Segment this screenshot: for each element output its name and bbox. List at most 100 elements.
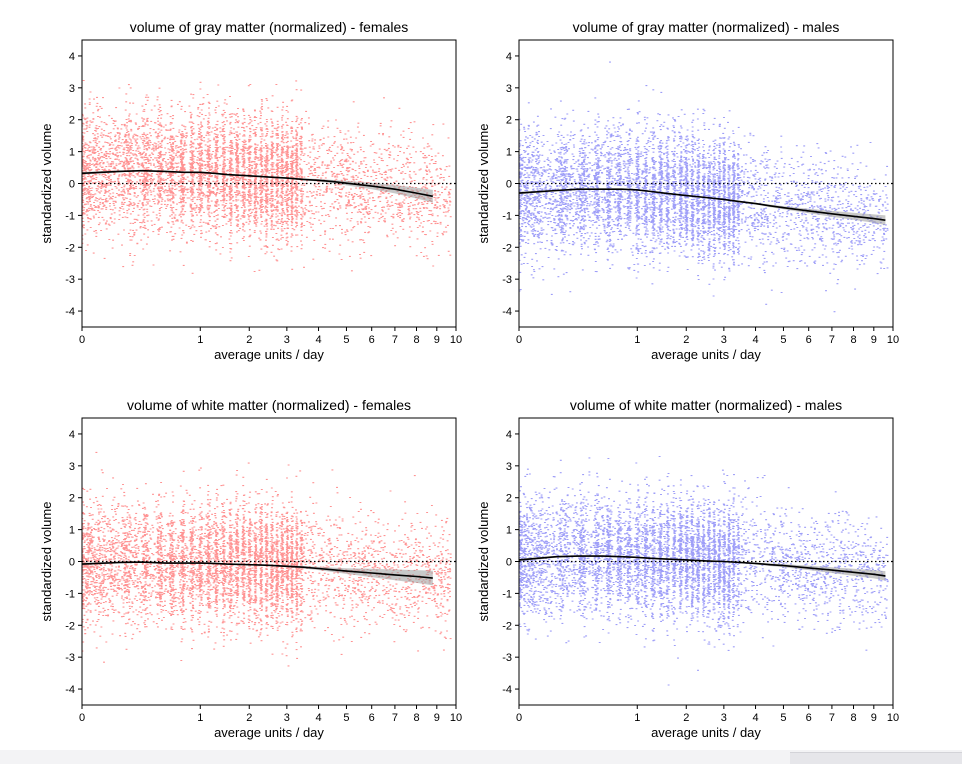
x-tick-label: 7	[392, 334, 398, 346]
x-tick-label: 10	[887, 334, 899, 346]
scatter-point	[519, 61, 889, 313]
y-axis-label: standardized volume	[476, 124, 491, 244]
y-tick-label: 3	[69, 461, 75, 473]
x-tick-label: 0	[79, 712, 85, 724]
y-tick-label: 2	[69, 115, 75, 127]
y-tick-label: -4	[502, 684, 512, 696]
y-tick-label: 1	[69, 147, 75, 159]
scatter-points	[82, 451, 452, 667]
panel-4: -4 -3 -2 -1 0 1 2 3 4 0 1 2 3 4 5 6 7 8 9 10 volume of white…	[476, 397, 899, 740]
y-tick-label: 2	[69, 493, 75, 505]
y-tick-label: 0	[69, 557, 75, 569]
y-tick-label: -2	[502, 242, 512, 254]
x-tick-label: 7	[829, 712, 835, 724]
y-tick-label: 3	[506, 83, 512, 95]
x-axis-label: average units / day	[651, 347, 761, 362]
y-tick-label: 4	[69, 51, 75, 63]
x-tick-label: 5	[343, 712, 349, 724]
y-tick-label: -3	[65, 274, 75, 286]
x-tick-label: 8	[413, 334, 419, 346]
x-tick-label: 1	[197, 712, 203, 724]
x-tick-label: 10	[450, 334, 462, 346]
x-tick-label: 0	[79, 334, 85, 346]
y-tick-label: -1	[65, 210, 75, 222]
y-tick-label: 0	[69, 179, 75, 191]
y-tick-label: 3	[69, 83, 75, 95]
x-tick-label: 1	[197, 334, 203, 346]
y-axis-label: standardized volume	[476, 502, 491, 622]
x-axis-label: average units / day	[651, 725, 761, 740]
x-tick-label: 2	[246, 334, 252, 346]
y-tick-label: -4	[65, 306, 75, 318]
y-tick-label: 0	[506, 557, 512, 569]
x-tick-label: 7	[829, 334, 835, 346]
x-tick-label: 3	[721, 334, 727, 346]
y-axis-label: standardized volume	[39, 502, 54, 622]
scatter-points	[82, 79, 452, 274]
y-tick-label: 3	[506, 461, 512, 473]
confidence-band	[82, 561, 433, 586]
chart-title: volume of gray matter (normalized) - mal…	[573, 19, 840, 35]
x-tick-label: 10	[887, 712, 899, 724]
x-tick-label: 9	[871, 334, 877, 346]
panel-1: -4 -3 -2 -1 0 1 2 3 4 0 1 2 3 4 5 6 7 8 9 10 volume of gray …	[39, 19, 462, 362]
x-tick-label: 6	[369, 334, 375, 346]
x-tick-label: 6	[369, 712, 375, 724]
y-tick-label: -4	[502, 306, 512, 318]
panel-2: -4 -3 -2 -1 0 1 2 3 4 0 1 2 3 4 5 6 7 8 9 10 volume of gray …	[476, 19, 899, 362]
x-tick-label: 4	[315, 712, 321, 724]
x-tick-label: 5	[343, 334, 349, 346]
y-tick-label: -1	[65, 588, 75, 600]
y-tick-label: 1	[506, 147, 512, 159]
y-tick-label: 1	[506, 525, 512, 537]
x-tick-label: 9	[434, 712, 440, 724]
x-tick-label: 4	[752, 712, 758, 724]
y-tick-label: 2	[506, 115, 512, 127]
x-tick-label: 2	[246, 712, 252, 724]
trend-line	[518, 188, 886, 221]
trend-line	[81, 561, 433, 579]
scatter-points	[519, 61, 889, 313]
panel-3: -4 -3 -2 -1 0 1 2 3 4 0 1 2 3 4 5 6 7 8 9 10 volume of white…	[39, 397, 462, 740]
y-tick-label: 4	[69, 429, 75, 441]
y-tick-label: -1	[502, 210, 512, 222]
y-tick-label: -3	[65, 652, 75, 664]
y-tick-label: -3	[502, 274, 512, 286]
x-tick-label: 0	[516, 712, 522, 724]
y-tick-label: 0	[506, 179, 512, 191]
x-tick-label: 5	[780, 712, 786, 724]
x-tick-label: 7	[392, 712, 398, 724]
y-tick-label: 4	[506, 429, 512, 441]
trend-line	[518, 555, 886, 577]
x-tick-label: 1	[634, 712, 640, 724]
window-corner-bar	[790, 752, 962, 764]
confidence-band	[82, 170, 433, 203]
x-tick-label: 4	[315, 334, 321, 346]
y-tick-label: -4	[65, 684, 75, 696]
y-tick-label: 1	[69, 525, 75, 537]
y-tick-label: -3	[502, 652, 512, 664]
x-tick-label: 4	[752, 334, 758, 346]
y-tick-label: -1	[502, 588, 512, 600]
x-tick-label: 9	[871, 712, 877, 724]
y-tick-label: -2	[65, 242, 75, 254]
x-axis-label: average units / day	[214, 347, 324, 362]
x-tick-label: 3	[721, 712, 727, 724]
chart-title: volume of white matter (normalized) - ma…	[570, 397, 842, 413]
x-tick-label: 3	[284, 712, 290, 724]
scatter-point	[82, 79, 452, 274]
x-tick-label: 6	[806, 334, 812, 346]
y-tick-label: -2	[65, 620, 75, 632]
x-tick-label: 6	[806, 712, 812, 724]
y-axis-label: standardized volume	[39, 124, 54, 244]
x-tick-label: 5	[780, 334, 786, 346]
x-axis-label: average units / day	[214, 725, 324, 740]
x-tick-label: 1	[634, 334, 640, 346]
x-tick-label: 0	[516, 334, 522, 346]
chart-title: volume of white matter (normalized) - fe…	[127, 397, 411, 413]
x-tick-label: 10	[450, 712, 462, 724]
y-tick-label: 2	[506, 493, 512, 505]
trend-line	[81, 169, 433, 198]
